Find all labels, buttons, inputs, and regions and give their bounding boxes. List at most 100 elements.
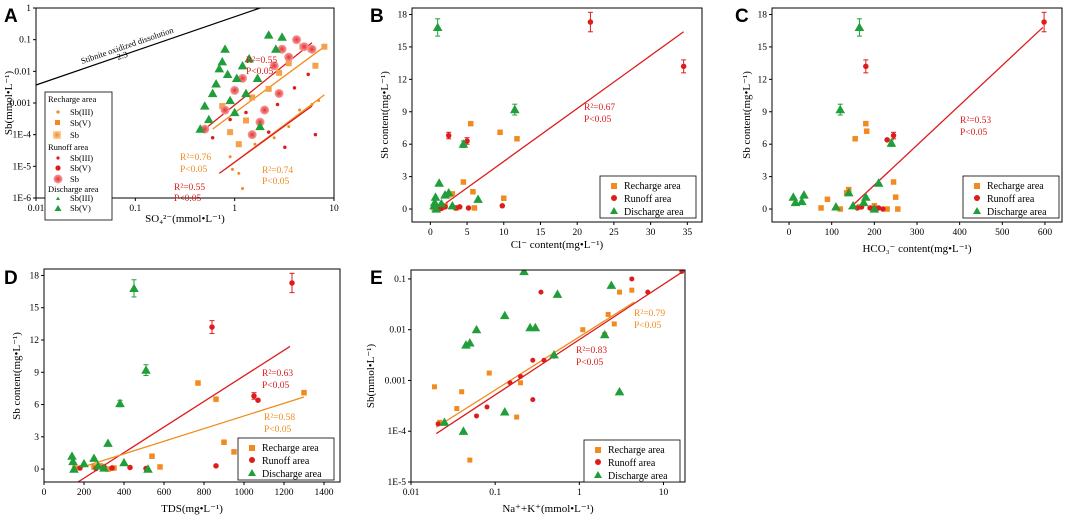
y-tick-label: 1E-6 bbox=[13, 194, 32, 204]
data-point-runoff bbox=[880, 206, 886, 212]
legend-d-discharge: Discharge area bbox=[262, 469, 322, 480]
fit-line-e1 bbox=[435, 270, 684, 435]
panel-b-legend: Recharge area Runoff area Discharge area bbox=[599, 175, 697, 219]
y-tick-label: 18 bbox=[398, 10, 408, 20]
data-point-runoff bbox=[251, 393, 257, 399]
y-tick-label: 3 bbox=[34, 433, 39, 443]
data-point-recharge-sb bbox=[285, 60, 292, 67]
data-point-discharge bbox=[461, 340, 471, 349]
data-point-runoff-sb5 bbox=[313, 132, 318, 137]
panel-a-xlabel: SO₄²⁻(mmol•L⁻¹) bbox=[145, 213, 225, 225]
data-point-discharge-sb bbox=[271, 44, 281, 53]
data-point-recharge bbox=[617, 289, 623, 295]
panel-a-fit3-p: P<0.05 bbox=[262, 177, 290, 187]
data-point-recharge bbox=[231, 449, 237, 455]
data-point-discharge bbox=[79, 458, 89, 468]
data-point-runoff bbox=[109, 465, 115, 471]
data-point-discharge-sb bbox=[244, 53, 254, 63]
panel-a: A 0.01 0.1 1 10 1E-6 1E-5 1E-4 0.001 0.01 0.1 1 SO… bbox=[3, 4, 339, 225]
data-point-discharge bbox=[519, 270, 529, 276]
fit-line-e2 bbox=[435, 301, 635, 428]
data-point-discharge bbox=[143, 464, 153, 473]
y-tick-label: 1E-4 bbox=[13, 131, 32, 141]
data-point-runoff bbox=[645, 289, 651, 295]
data-point-discharge-sb bbox=[255, 121, 265, 131]
panel-d-fit2-r2: R²=0.58 bbox=[264, 413, 295, 423]
x-tick-label: 25 bbox=[609, 228, 619, 238]
data-point-discharge bbox=[447, 200, 458, 210]
legend-e-recharge: Recharge area bbox=[608, 445, 665, 456]
data-point-runoff-sb5 bbox=[306, 72, 310, 77]
data-point-discharge bbox=[499, 407, 510, 416]
data-point-recharge bbox=[449, 191, 456, 197]
data-point-runoff bbox=[499, 203, 506, 209]
x-tick-label: 35 bbox=[683, 228, 693, 238]
legend-a-group-recharge: Recharge area bbox=[48, 94, 96, 104]
y-tick-label: 0 bbox=[762, 205, 767, 215]
data-point-discharge bbox=[788, 192, 799, 201]
legend-a-discharge-sb5: Sb(V) bbox=[70, 203, 91, 213]
data-point-runoff-sb5 bbox=[266, 130, 271, 134]
data-point-discharge bbox=[429, 197, 440, 207]
y-tick-label: 9 bbox=[34, 368, 39, 378]
y-tick-label: 18 bbox=[758, 10, 768, 20]
data-point-discharge-sb bbox=[231, 73, 242, 82]
panel-b-ticks: 0 5 10 15 20 25 30 35 0 3 6 9 12 15 18 bbox=[398, 10, 693, 238]
data-point-discharge bbox=[599, 329, 610, 339]
data-point-discharge bbox=[119, 457, 129, 467]
panel-e-ticks: 0.01 0.1 1 10 1E-5 1E-4 0.001 0.01 0.1 bbox=[385, 275, 669, 498]
data-point-runoff bbox=[679, 270, 685, 275]
x-tick-label: 0 bbox=[787, 228, 792, 238]
legend-a-group-discharge: Discharge area bbox=[48, 184, 99, 194]
x-tick-label: 1000 bbox=[235, 488, 254, 498]
data-point-recharge bbox=[105, 466, 111, 472]
panel-a-fit2-p: P<0.05 bbox=[180, 165, 208, 175]
legend-a-group-runoff: Runoff area bbox=[48, 142, 88, 152]
panel-d-frame bbox=[43, 268, 341, 483]
fit-line-b bbox=[437, 31, 685, 210]
data-point-recharge-sb bbox=[249, 94, 256, 101]
data-point-runoff-sb bbox=[274, 88, 284, 98]
y-tick-label: 15 bbox=[758, 43, 768, 53]
x-tick-label: 1 bbox=[577, 488, 582, 498]
data-point-recharge bbox=[149, 453, 155, 459]
y-tick-label: 6 bbox=[34, 401, 39, 411]
panel-a-annotation-line2: 2:3 bbox=[115, 49, 129, 62]
legend-a-recharge-sb3: Sb(III) bbox=[70, 107, 93, 117]
fit-line-a1 bbox=[204, 42, 313, 130]
y-tick-label: 15 bbox=[398, 43, 408, 53]
legend-c-recharge: Recharge area bbox=[987, 181, 1044, 192]
y-tick-label: 1E-4 bbox=[388, 427, 407, 437]
panel-label-e: E bbox=[370, 268, 383, 289]
data-point-runoff-sb5 bbox=[228, 117, 232, 122]
x-tick-label: 5 bbox=[465, 228, 470, 238]
legend-e-runoff-marker bbox=[595, 459, 601, 465]
data-point-discharge bbox=[869, 204, 880, 213]
panel-e-legend: Recharge area Runoff area Discharge area bbox=[583, 439, 681, 483]
panel-c: C 0 100 200 300 400 500 600 0 3 6 9 12 15 18 HCO₃⁻ co… bbox=[735, 6, 1063, 255]
x-tick-label: 1200 bbox=[275, 488, 294, 498]
data-point-recharge bbox=[470, 188, 476, 195]
data-point-recharge bbox=[195, 380, 201, 386]
panel-b-xlabel: Cl⁻ content(mg•L⁻¹) bbox=[511, 239, 604, 251]
data-point-runoff bbox=[213, 463, 219, 469]
data-point-discharge bbox=[843, 188, 854, 197]
data-point-discharge bbox=[432, 22, 443, 32]
data-point-recharge bbox=[884, 206, 890, 212]
data-point-recharge-sb3 bbox=[237, 171, 241, 175]
legend-a-recharge-sb5: Sb(V) bbox=[70, 118, 91, 128]
data-point-recharge-sb3 bbox=[253, 142, 257, 146]
panel-d-fit2-p: P<0.05 bbox=[264, 425, 292, 435]
x-tick-label: 300 bbox=[910, 228, 925, 238]
panel-e-xlabel: Na⁺+K⁺(mmol•L⁻¹) bbox=[502, 503, 594, 515]
y-tick-label: 3 bbox=[402, 173, 407, 183]
data-point-discharge bbox=[473, 194, 483, 203]
data-point-recharge bbox=[431, 384, 437, 390]
panel-label-b: B bbox=[370, 6, 384, 27]
y-tick-label: 1E-5 bbox=[388, 478, 407, 488]
x-tick-label: 10 bbox=[659, 488, 669, 498]
data-point-recharge-sb bbox=[219, 103, 226, 110]
panel-b-fit-p: P<0.05 bbox=[584, 115, 612, 125]
data-point-recharge-sb3 bbox=[272, 136, 276, 140]
